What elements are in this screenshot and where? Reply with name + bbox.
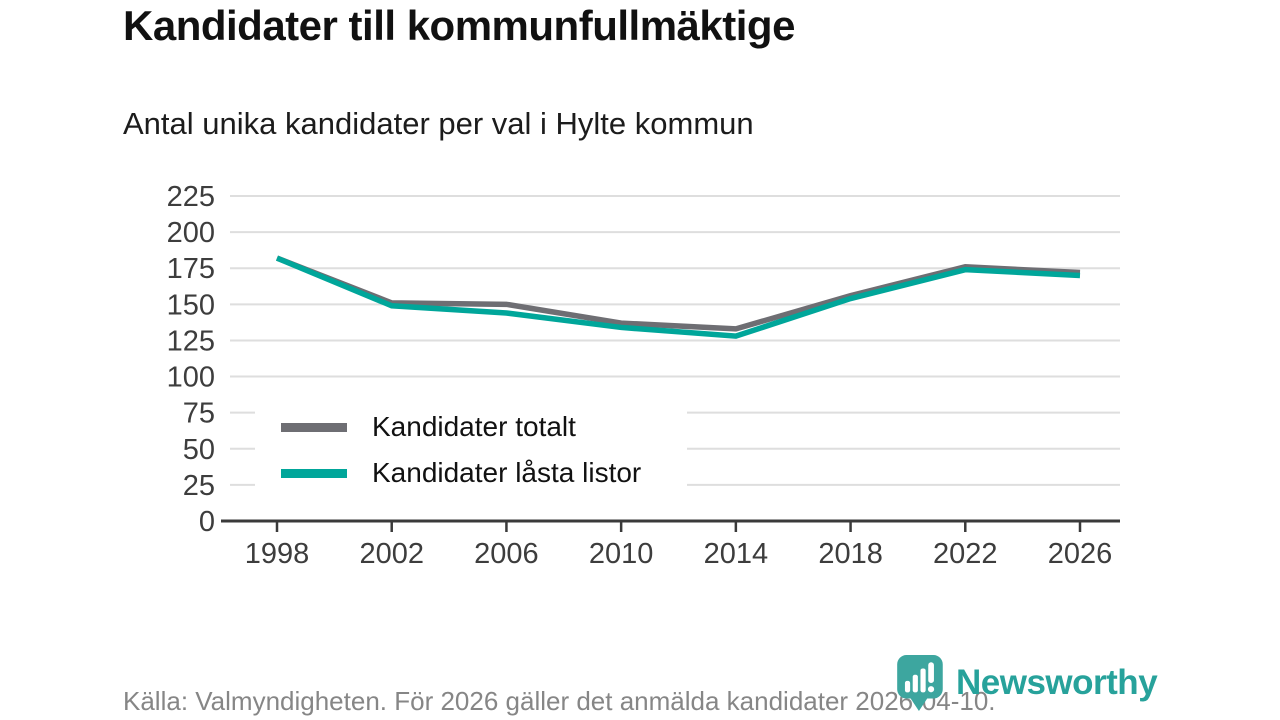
- y-axis-label: 100: [167, 362, 215, 394]
- x-axis-label: 2002: [359, 538, 424, 570]
- y-axis-label: 125: [167, 325, 215, 357]
- legend-label-totalt: Kandidater totalt: [372, 411, 576, 442]
- y-axis-label: 175: [167, 253, 215, 285]
- chart-legend: Kandidater totalt Kandidater låsta listo…: [255, 397, 687, 503]
- x-axis-label: 1998: [245, 538, 310, 570]
- legend-item-totalt: Kandidater totalt: [255, 411, 687, 443]
- source-note: Källa: Valmyndigheten. För 2026 gäller d…: [123, 686, 996, 716]
- y-axis-label: 25: [183, 470, 215, 502]
- x-axis-label: 2014: [704, 538, 769, 570]
- legend-item-lasta-listor: Kandidater låsta listor: [255, 457, 687, 489]
- x-axis-label: 2006: [474, 538, 539, 570]
- series-line-kandidater-l-sta-listor: [275, 255, 1081, 339]
- y-axis-label: 0: [199, 506, 215, 538]
- x-axis-label: 2022: [933, 538, 998, 570]
- legend-swatch-totalt: [281, 422, 347, 432]
- newsworthy-logo-icon: [897, 655, 943, 711]
- newsworthy-logo-text: Newsworthy: [956, 663, 1158, 702]
- y-axis-label: 225: [167, 181, 215, 213]
- chart-subtitle: Antal unika kandidater per val i Hylte k…: [123, 106, 754, 141]
- x-axis-label: 2010: [589, 538, 654, 570]
- legend-label-lasta-listor: Kandidater låsta listor: [372, 457, 642, 488]
- legend-swatch-lasta-listor: [281, 468, 347, 478]
- y-axis-label: 200: [167, 217, 215, 249]
- newsworthy-logo: Newsworthy: [895, 654, 1158, 712]
- x-axis-label: 2018: [818, 538, 883, 570]
- x-axis-label: 2026: [1048, 538, 1113, 570]
- y-axis-label: 50: [183, 434, 215, 466]
- chart-title: Kandidater till kommunfullmäktige: [123, 2, 795, 49]
- series-line-kandidater-totalt: [276, 255, 1081, 332]
- y-axis-label: 150: [167, 289, 215, 321]
- y-axis-label: 75: [183, 398, 215, 430]
